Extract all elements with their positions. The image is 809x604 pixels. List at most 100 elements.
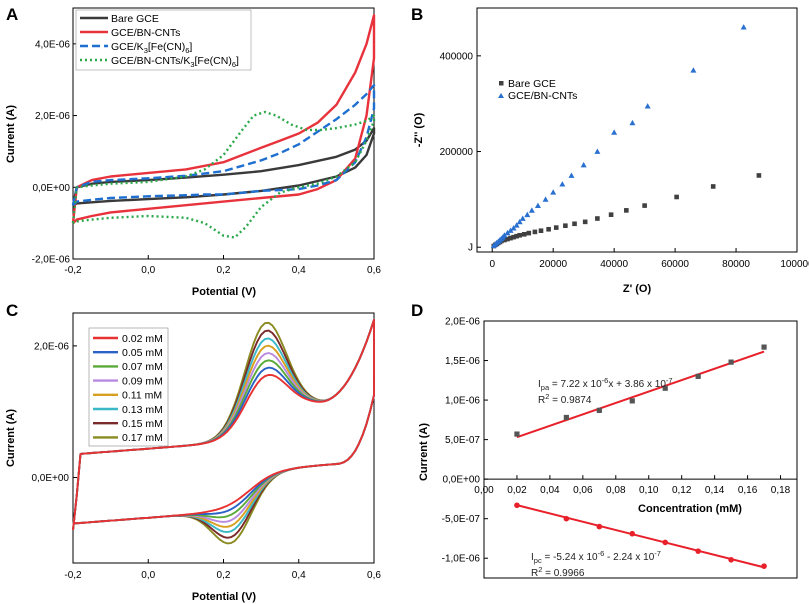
chart-d-point-ipa [629, 398, 635, 404]
chart-d-frame [483, 320, 798, 579]
chart-b: 0 20000 40000 60000 80000 100000 J 200000 400000… [413, 7, 809, 295]
chart-a-xtick-label: 0,2 [217, 265, 231, 276]
chart-b-point-bare-gce [505, 236, 510, 242]
chart-d-point-ipc [596, 523, 603, 530]
chart-b-xlabel: Z' (Ο) [623, 283, 652, 295]
chart-c-legend-label: 0.17 mM [122, 432, 163, 444]
chart-a-legend: Bare GCE GCE/BN-CNTs GCE/K3[Fe(CN)6] GCE… [75, 9, 252, 71]
chart-d: 0,00 0,02 0,04 0,06 0,08 0,10 0,12 0,14 0,16 0,18… [418, 317, 798, 579]
chart-b-legend-label-1: Bare GCE [508, 78, 556, 90]
chart-b-point-bare-gce [563, 223, 568, 228]
chart-b-point-gce-bn-cnts [504, 229, 511, 236]
chart-b-point-bare-gce [553, 225, 559, 230]
chart-c-ytick-label: 0,0E+00 [31, 473, 69, 484]
chart-a-series-3 [71, 83, 376, 207]
chart-b-point-gce-bn-cnts [568, 172, 575, 178]
chart-a-xtick-label: 0,4 [292, 265, 306, 276]
chart-b-legend-swatch-1 [499, 81, 504, 86]
chart-b-point-gce-bn-cnts [519, 215, 526, 221]
chart-a-xtick-label: -0,2 [64, 265, 82, 276]
chart-a-ytick-label: 2,0E-06 [35, 111, 70, 122]
chart-b-point-bare-gce [511, 234, 516, 240]
chart-d-ytick-label: 2,0E-06 [445, 317, 480, 328]
chart-d-xtick-label: 0,10 [639, 485, 659, 496]
chart-d-fit-line-ipc [516, 504, 765, 569]
chart-a-series-1 [71, 126, 376, 207]
chart-b-point-bare-gce [674, 194, 679, 200]
chart-c-legend: 0.02 mM 0.05 mM 0.07 mM 0.09 mM 0.11 mM 0.13 … [88, 327, 169, 447]
chart-c-xlabel: Potential (V) [192, 591, 257, 603]
chart-b-point-bare-gce [642, 203, 647, 208]
chart-b-point-gce-bn-cnts [542, 196, 549, 202]
chart-b-legend-swatch-2 [498, 93, 504, 98]
chart-a-xtick-label: 0,0 [141, 265, 155, 276]
chart-b-frame [476, 7, 798, 253]
chart-a-ytick-label: 4,0E-06 [35, 39, 70, 50]
chart-d-xtick-label: 0,06 [573, 485, 593, 496]
chart-b-xtick-label: 80000 [722, 259, 750, 270]
chart-b-point-bare-gce [546, 226, 551, 232]
chart-b-point-gce-bn-cnts [559, 181, 566, 187]
chart-d-point-ipc [695, 548, 701, 554]
chart-b-xtick-label: 40000 [600, 259, 628, 270]
chart-a-legend-label-2: GCE/BN-CNTs [111, 27, 180, 39]
chart-a-xtick-label: 0,6 [367, 265, 381, 276]
chart-d-ipa-equation: Ipa = 7.22 x 10-6x + 3.86 x 10-7 [538, 376, 673, 392]
chart-d-ytick-label: 5,0E-07 [445, 435, 480, 446]
chart-d-point-ipa [662, 385, 668, 391]
chart-b-point-gce-bn-cnts [507, 227, 514, 233]
chart-a-ytick-label: 0,0E+00 [32, 183, 70, 194]
chart-b-point-gce-bn-cnts [629, 119, 636, 126]
chart-b-point-gce-bn-cnts [534, 202, 541, 208]
chart-c-xtick-label: 0,6 [367, 570, 381, 581]
chart-b-point-bare-gce [502, 237, 507, 243]
chart-b-xtick-label: 20000 [539, 259, 567, 270]
chart-b-xtick-label: 0 [489, 259, 495, 270]
panel-label-d: D [411, 301, 423, 320]
panel-label-b: B [411, 5, 423, 24]
chart-c-legend-label: 0.15 mM [122, 418, 163, 430]
chart-b-point-gce-bn-cnts [513, 222, 520, 228]
chart-d-xtick-label: 0,04 [540, 485, 560, 496]
chart-b-point-bare-gce [521, 231, 527, 237]
chart-a-series-2 [71, 13, 376, 224]
chart-a-legend-label-1: Bare GCE [111, 13, 159, 25]
chart-a-ylabel: Current (A) [5, 105, 17, 163]
chart-d-point-ipc [563, 515, 570, 522]
chart-d-point-ipa [728, 359, 734, 365]
chart-d-point-ipc [629, 530, 636, 537]
chart-b-point-gce-bn-cnts [501, 232, 508, 238]
chart-b-point-bare-gce [526, 230, 532, 236]
chart-b-point-bare-gce [608, 212, 614, 217]
chart-b-point-gce-bn-cnts [611, 129, 618, 135]
chart-c-legend-label: 0.02 mM [122, 333, 163, 345]
chart-b-ytick-label: 400000 [440, 51, 474, 62]
chart-a-series-4 [71, 110, 376, 239]
chart-b-point-gce-bn-cnts [516, 218, 523, 225]
chart-b-ylabel: -Z'' (Ο) [413, 112, 425, 147]
chart-d-point-ipc [761, 563, 767, 569]
chart-c-legend-label: 0.11 mM [122, 390, 162, 402]
chart-d-point-ipa [514, 431, 520, 437]
chart-b-point-gce-bn-cnts [644, 103, 651, 109]
chart-b-point-gce-bn-cnts [580, 161, 587, 168]
chart-b-point-gce-bn-cnts [550, 189, 557, 195]
chart-b-ytick-label: 200000 [440, 147, 474, 158]
chart-c-xtick-label: 0,0 [141, 570, 155, 581]
chart-d-xlabel: Concentration (mM) [638, 503, 742, 515]
chart-b-xtick-label: 100000 [780, 259, 809, 270]
chart-b-legend-label-2: GCE/BN-CNTs [508, 90, 577, 102]
chart-d-xtick-label: 0,12 [672, 485, 692, 496]
chart-b-point-bare-gce [532, 229, 538, 235]
chart-b-point-gce-bn-cnts [690, 67, 697, 73]
chart-b-point-gce-bn-cnts [594, 148, 601, 154]
chart-c-legend-label: 0.13 mM [122, 404, 163, 416]
chart-d-ylabel: Current (A) [418, 423, 430, 481]
chart-b-point-gce-bn-cnts [528, 207, 535, 213]
chart-b-point-bare-gce [756, 173, 762, 178]
chart-d-point-ipa [695, 373, 701, 379]
chart-b-xtick-label: 60000 [661, 259, 689, 270]
chart-c-legend-box [88, 327, 169, 447]
chart-c-legend-label: 0.09 mM [122, 375, 163, 387]
chart-a-ytick-label: -2,0E-06 [32, 255, 71, 266]
